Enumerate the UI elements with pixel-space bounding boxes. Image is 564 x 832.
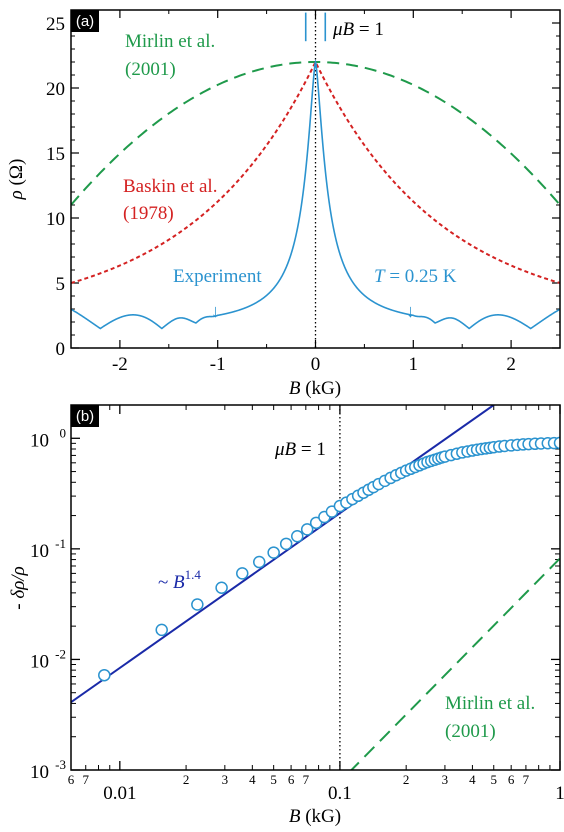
panel-a-y-tick-label: 5 <box>56 274 66 295</box>
panel-b-frame <box>70 404 561 771</box>
panel-b-x-axis-label: B (kG) <box>289 806 341 827</box>
panel-b-x-minor-tick-label: 2 <box>183 772 190 787</box>
panel-b-x-minor-tick-label: 7 <box>523 772 530 787</box>
panel-a-frame <box>70 9 561 349</box>
panel-a-series-experiment <box>71 59 560 330</box>
panel-b-data-point <box>300 523 314 536</box>
panel-b-x-minor-tick-label: 7 <box>303 772 310 787</box>
panel-a-y-tick-label: 20 <box>46 79 65 100</box>
panel-b-data-point <box>267 546 280 559</box>
panel-a-experiment-label: Experiment <box>173 266 262 287</box>
panel-a-mirlin-label-2: (2001) <box>125 59 176 80</box>
panel-a-x-axis-label: B (kG) <box>289 378 341 399</box>
panel-b-y-axis-label: - δρ/ρ <box>8 566 29 609</box>
panel-a-y-tick-label: 15 <box>46 144 65 165</box>
panel-a-x-tick-label: 1 <box>409 354 419 375</box>
panel-b-x-minor-tick-label: 4 <box>249 772 256 787</box>
panel-b-x-minor-tick-label: 7 <box>82 772 89 787</box>
panel-b-data-point <box>236 567 249 580</box>
panel-a-x-tick-label: 2 <box>506 354 516 375</box>
panel-a-x-tick-label: -2 <box>112 354 128 375</box>
panel-b-x-minor-tick-label: 6 <box>68 772 75 787</box>
panel-b-data-point <box>252 555 266 569</box>
panel-b-mirlin-label-2: (2001) <box>445 721 496 742</box>
panel-b-fit-label: ~ B1.4 <box>158 567 201 593</box>
panel-a-plot-area <box>71 10 560 348</box>
panel-a-y-tick-label: 0 <box>56 339 66 360</box>
panel-b-x-minor-tick-label: 3 <box>442 772 449 787</box>
panel-b-data-point <box>553 436 560 450</box>
panel-a-label: (a) <box>76 13 94 30</box>
panel-a-y-tick-label: 25 <box>46 14 65 35</box>
panel-b-y-tick-exponent: -1 <box>55 536 66 551</box>
panel-b-x-minor-tick-label: 5 <box>270 772 277 787</box>
panel-a-baskin-label-1: Baskin et al. <box>123 176 217 197</box>
panel-b-fit-line <box>71 405 495 704</box>
panel-b-experiment-points <box>98 436 560 682</box>
panel-b-y-tick-label: 10 <box>30 651 49 672</box>
panel-b-x-tick-label: 1 <box>555 783 564 804</box>
panel-b-x-minor-tick-label: 5 <box>490 772 497 787</box>
panel-a-mirlin-label-1: Mirlin et al. <box>125 31 215 52</box>
panel-b-x-minor-tick-label: 6 <box>288 772 295 787</box>
panel-b-data-point <box>155 623 168 637</box>
panel-b-y-tick-exponent: 0 <box>60 425 67 440</box>
panel-b-mu-b-label: μB = 1 <box>274 439 326 460</box>
panel-b-y-tick-exponent: -2 <box>55 646 66 661</box>
panel-b-data-point <box>279 537 293 551</box>
panel-b-mirlin-label-1: Mirlin et al. <box>445 693 535 714</box>
panel-b-x-minor-tick-label: 6 <box>508 772 515 787</box>
panel-b-mirlin-line <box>350 557 560 770</box>
panel-b-y-tick-exponent: -3 <box>55 757 66 772</box>
panel-a-y-tick-label: 10 <box>46 209 65 230</box>
panel-b-label: (b) <box>76 408 94 425</box>
panel-a-x-tick-label: -1 <box>210 354 226 375</box>
panel-a-x-tick-label: 0 <box>311 354 321 375</box>
panel-b-y-tick-label: 10 <box>30 762 49 783</box>
panel-a-y-axis-label: ρ (Ω) <box>6 159 27 201</box>
panel-b-data-point <box>291 530 304 543</box>
panel-b-data-point <box>215 581 228 594</box>
panel-a-baskin-label-2: (1978) <box>123 203 174 224</box>
panel-b-data-point <box>191 598 204 611</box>
panel-a-arrow-right: ↓ <box>406 301 415 321</box>
panel-b-y-tick-label: 10 <box>30 541 49 562</box>
panel-b-x-tick-label: 0.01 <box>103 783 136 804</box>
panel-b-x-tick-label: 0.1 <box>328 783 352 804</box>
panel-b-plot-area <box>71 405 560 770</box>
panel-a-mu-b-label: μB = 1 <box>332 19 384 40</box>
panel-a-temperature-label: T = 0.25 K <box>374 266 457 287</box>
panel-b-x-minor-tick-label: 4 <box>469 772 476 787</box>
panel-b-x-minor-tick-label: 2 <box>403 772 410 787</box>
panel-b-data-point <box>98 668 111 682</box>
panel-a-arrow-left: ↓ <box>211 301 220 321</box>
panel-b-y-tick-label: 10 <box>30 430 49 451</box>
panel-b-x-minor-tick-label: 3 <box>222 772 229 787</box>
panel-b-label-box <box>71 405 99 427</box>
panel-a-label-box <box>71 10 99 32</box>
